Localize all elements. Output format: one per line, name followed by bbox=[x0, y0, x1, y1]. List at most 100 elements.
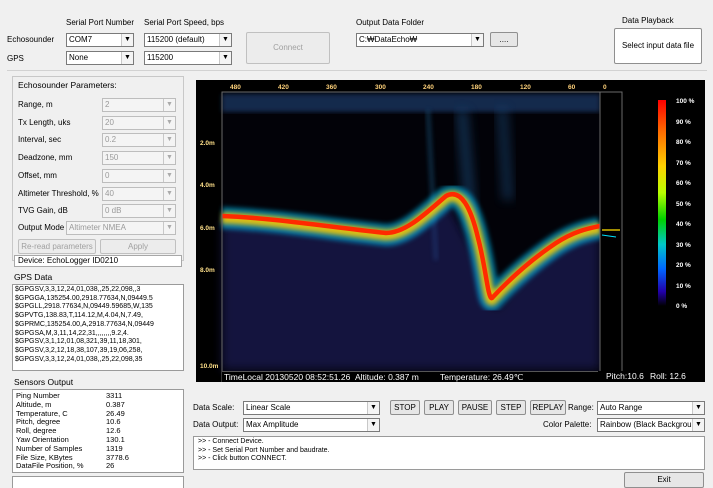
param-value: 0 bbox=[105, 170, 110, 180]
apply-button[interactable]: Apply bbox=[100, 239, 176, 254]
x-tick-label: 0 bbox=[603, 84, 607, 91]
pause-button[interactable]: PAUSE bbox=[458, 400, 492, 415]
colorbar-tick-label: 70 % bbox=[676, 159, 691, 167]
chevron-down-icon: ▼ bbox=[471, 34, 483, 46]
data-scale-select[interactable]: Linear Scale ▼ bbox=[243, 401, 380, 415]
gps-line: $GPRMC,135254.00,A,2918.77634,N,09449 bbox=[15, 320, 154, 328]
sensor-name: Ping Number bbox=[16, 391, 60, 400]
play-button[interactable]: PLAY bbox=[424, 400, 454, 415]
chevron-down-icon: ▼ bbox=[367, 419, 379, 431]
range-value: Auto Range bbox=[600, 403, 643, 412]
gps-data-box: $GPGSV,3,3,12,24,01,038,,25,22,098,,3 $GP… bbox=[12, 284, 184, 371]
chevron-down-icon: ▼ bbox=[163, 152, 175, 165]
sensor-value: 26 bbox=[106, 461, 115, 471]
gps-data-title: GPS Data bbox=[14, 272, 53, 282]
chevron-down-icon: ▼ bbox=[219, 52, 231, 64]
log-line: >> - Click button CONNECT. bbox=[198, 455, 287, 462]
replay-button[interactable]: REPLAY bbox=[530, 400, 566, 415]
chevron-down-icon: ▼ bbox=[692, 419, 704, 431]
sensor-row: Yaw Orientation 130.1 bbox=[16, 434, 180, 445]
param-value: 150 bbox=[105, 153, 119, 163]
colorbar-tick-label: 0 % bbox=[676, 303, 688, 310]
echosounder-port-select[interactable]: COM7 ▼ bbox=[66, 33, 134, 47]
sensor-value: 26.49 bbox=[106, 408, 125, 418]
select-input-file-button[interactable]: Select input data file bbox=[614, 28, 702, 64]
colorbar-tick-label: 30 % bbox=[676, 241, 691, 249]
chevron-down-icon: ▼ bbox=[367, 402, 379, 414]
ping-profile-column bbox=[599, 91, 623, 383]
colorbar-tick-label: 80 % bbox=[676, 139, 691, 146]
browse-folder-button[interactable]: .... bbox=[490, 32, 518, 47]
echosounder-label: Echosounder bbox=[7, 35, 55, 44]
reread-parameters-button[interactable]: Re-read parameters bbox=[18, 239, 96, 254]
sensors-output-box: Ping Number 3311 Altitude, m 0.387 Temperatu… bbox=[12, 389, 184, 473]
sediment-backscatter bbox=[222, 200, 600, 370]
sensor-value: 1319 bbox=[106, 443, 123, 453]
log-line: >> - Set Serial Port Number and baudrate… bbox=[198, 446, 330, 454]
y-tick-label: 2.0m bbox=[200, 140, 215, 147]
color-palette-value: Rainbow (Black Backgrour bbox=[600, 420, 695, 429]
sensors-output-title: Sensors Output bbox=[14, 377, 74, 387]
gps-line: $GPGLL,2918.77634,N,09449.59685,W,135 bbox=[15, 303, 153, 311]
sensor-value: 10.6 bbox=[106, 417, 121, 427]
sensor-row: Ping Number 3311 bbox=[16, 391, 180, 401]
parameters-title: Echosounder Parameters: bbox=[18, 80, 117, 90]
param-select[interactable]: 0.2 ▼ bbox=[102, 133, 176, 148]
output-mode-value: Altimeter NMEA bbox=[69, 223, 126, 232]
y-tick-label: 6.0m bbox=[200, 225, 215, 232]
sensor-value: 12.6 bbox=[106, 426, 121, 436]
status-roll: Roll: 12.6 bbox=[650, 371, 686, 381]
sensor-value: 130.1 bbox=[106, 434, 125, 444]
output-folder-select[interactable]: C:₩DataEcho₩ ▼ bbox=[356, 33, 484, 47]
range-select[interactable]: Auto Range ▼ bbox=[597, 401, 705, 415]
param-select[interactable]: 150 ▼ bbox=[102, 151, 176, 166]
surface-noise-band bbox=[222, 94, 600, 112]
sensor-name: DataFile Position, % bbox=[16, 461, 84, 471]
echosounder-port-value: COM7 bbox=[69, 35, 93, 44]
echogram-status-bar: TimeLocal 20130520 08:52:51.26 Altitude:… bbox=[222, 371, 598, 382]
log-text: >> - Connect Device. >> - Set Serial Port… bbox=[198, 438, 700, 469]
x-tick-label: 240 bbox=[423, 84, 434, 91]
param-value: 2 bbox=[105, 100, 110, 109]
chevron-down-icon: ▼ bbox=[163, 222, 175, 234]
output-folder-value: C:₩DataEcho₩ bbox=[359, 35, 418, 44]
gps-line: $GPVTG,138.83,T,114.12,M,4.04,N,7.49, bbox=[15, 312, 143, 320]
sensor-name: Pitch, degree bbox=[16, 417, 61, 427]
log-output[interactable]: >> - Connect Device. >> - Set Serial Port… bbox=[193, 436, 705, 470]
param-select[interactable]: 0 dB ▼ bbox=[102, 204, 176, 219]
color-palette-select[interactable]: Rainbow (Black Backgrour ▼ bbox=[597, 418, 705, 432]
status-time: TimeLocal 20130520 08:52:51.26 bbox=[224, 372, 351, 382]
sensor-value: 0.387 bbox=[106, 399, 125, 409]
x-tick-label: 420 bbox=[278, 84, 289, 91]
chevron-down-icon: ▼ bbox=[163, 187, 175, 200]
y-tick-label: 4.0m bbox=[200, 182, 215, 189]
colorbar-tick-label: 100 % bbox=[676, 98, 695, 105]
data-output-select[interactable]: Max Amplitude ▼ bbox=[243, 418, 380, 432]
chevron-down-icon: ▼ bbox=[692, 402, 704, 414]
stop-button[interactable]: STOP bbox=[390, 400, 420, 415]
colorbar-tick-label: 90 % bbox=[676, 118, 691, 126]
param-label: TVG Gain, dB bbox=[18, 206, 68, 216]
gps-port-select[interactable]: None ▼ bbox=[66, 51, 134, 65]
sensor-row: File Size, KBytes 3778.6 bbox=[16, 453, 180, 463]
param-label: Range, m bbox=[18, 100, 53, 109]
bottom-echo-peak bbox=[221, 192, 601, 301]
gps-speed-value: 115200 bbox=[147, 53, 174, 62]
exit-button[interactable]: Exit bbox=[624, 472, 704, 488]
step-button[interactable]: STEP bbox=[496, 400, 526, 415]
param-select[interactable]: 2 ▼ bbox=[102, 98, 176, 112]
sensor-name: Temperature, C bbox=[16, 408, 68, 418]
output-mode-select[interactable]: Altimeter NMEA ▼ bbox=[66, 221, 176, 235]
echogram-frame bbox=[196, 80, 705, 383]
echosounder-speed-select[interactable]: 115200 (default) ▼ bbox=[144, 33, 232, 47]
colorbar-tick-label: 60 % bbox=[676, 180, 691, 187]
sensor-name: Yaw Orientation bbox=[16, 434, 69, 444]
gps-speed-select[interactable]: 115200 ▼ bbox=[144, 51, 232, 65]
connect-button[interactable]: Connect bbox=[246, 32, 330, 64]
gps-line: $GPGSV,3,3,12,24,01,038,,25,22,098,,3 bbox=[15, 286, 141, 293]
param-select[interactable]: 0 ▼ bbox=[102, 168, 176, 183]
water-column-streak bbox=[496, 108, 514, 200]
gps-line: $GPGGA,135254.00,2918.77634,N,09449.5 bbox=[15, 294, 153, 302]
param-select[interactable]: 20 ▼ bbox=[102, 115, 176, 130]
param-select[interactable]: 40 ▼ bbox=[102, 186, 176, 201]
